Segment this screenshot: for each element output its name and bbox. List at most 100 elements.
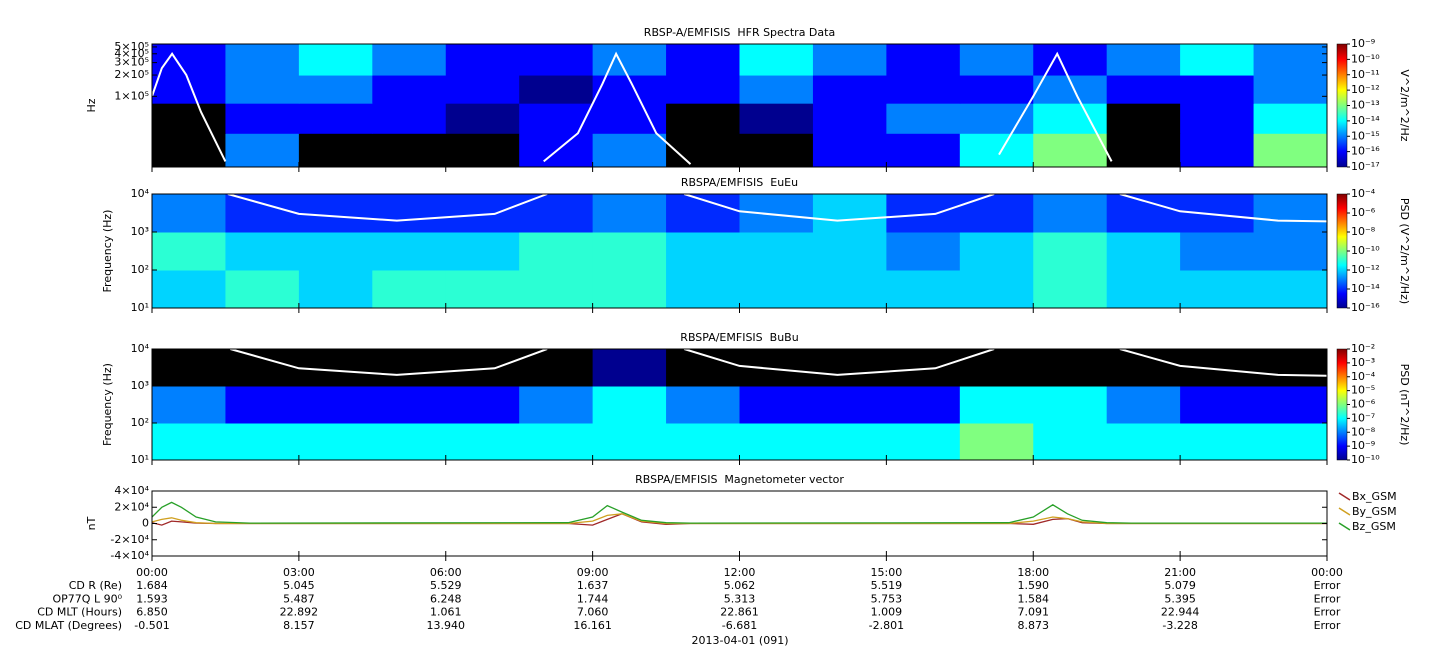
y-tick-label: 5×10⁵ xyxy=(114,40,149,53)
panel-title: RBSPA/EMFISIS EuEu xyxy=(681,176,798,189)
spectrogram-cell xyxy=(886,103,961,134)
ephemeris-value: -0.501 xyxy=(134,619,169,632)
spectrogram-cell xyxy=(959,133,1034,167)
y-tick-label: -4×10⁴ xyxy=(110,549,149,562)
spectrogram-cell xyxy=(225,75,300,104)
spectrogram-cell xyxy=(959,423,1034,460)
colorbar-tick-label: 10⁻¹⁵ xyxy=(1351,129,1380,142)
x-tick-label: 12:00 xyxy=(724,566,756,579)
ephemeris-value: 1.584 xyxy=(1018,592,1050,605)
spectrogram-cell xyxy=(372,103,447,134)
spectrogram-cell xyxy=(666,270,740,308)
colorbar-tick-label: 10⁻¹³ xyxy=(1351,99,1380,112)
y-tick-label: 10⁴ xyxy=(131,342,150,355)
ephemeris-value: 1.684 xyxy=(136,579,168,592)
colorbar-tick-label: 10⁻⁴ xyxy=(1351,187,1376,200)
spectrogram-cell xyxy=(812,232,887,271)
spectrogram-cell xyxy=(1033,386,1108,424)
spectrogram-cell xyxy=(298,270,373,308)
spectrogram-cell xyxy=(812,194,887,233)
y-tick-label: 10² xyxy=(131,263,149,276)
spectrogram-cell xyxy=(152,103,226,134)
spectrogram-cell xyxy=(519,423,594,460)
colorbar-tick-label: 10⁻⁸ xyxy=(1351,425,1376,438)
spectrogram-cell xyxy=(225,103,300,134)
spectrogram-cell xyxy=(445,194,520,233)
colorbar-tick-label: 10⁻¹⁰ xyxy=(1351,244,1380,257)
spectrogram-cell xyxy=(298,349,373,387)
spectrogram-cell xyxy=(225,44,300,76)
ephemeris-value: 8.157 xyxy=(283,619,315,632)
spectrogram-cell xyxy=(666,103,740,134)
legend-label: Bz_GSM xyxy=(1352,520,1396,533)
spectrogram-cell xyxy=(886,75,961,104)
colorbar-tick-label: 10⁻⁵ xyxy=(1351,384,1375,397)
spectrogram-cell xyxy=(225,232,300,271)
y-tick-label: 10¹ xyxy=(131,453,149,466)
spectrogram-cell xyxy=(1180,423,1255,460)
y-tick-label: 10⁴ xyxy=(131,187,150,200)
spectrogram-cell xyxy=(298,75,373,104)
spectrogram-cell xyxy=(1106,232,1181,271)
spectrogram-cell xyxy=(372,194,447,233)
y-tick-label: 2×10⁵ xyxy=(114,68,149,81)
x-tick-label: 09:00 xyxy=(577,566,609,579)
colorbar-title: V^2/m^2/Hz xyxy=(1398,69,1411,141)
colorbar-tick-label: 10⁻¹⁶ xyxy=(1351,301,1380,314)
ephemeris-value: 5.753 xyxy=(871,592,903,605)
spectrogram-cell xyxy=(298,194,373,233)
spectrogram-cell xyxy=(1106,75,1181,104)
plot-area xyxy=(152,349,1327,460)
ephemeris-value: -3.228 xyxy=(1162,619,1197,632)
spectrogram-cell xyxy=(519,103,594,134)
legend-label: By_GSM xyxy=(1352,505,1397,518)
x-tick-label: 18:00 xyxy=(1017,566,1049,579)
colorbar-tick-label: 10⁻² xyxy=(1351,342,1375,355)
panel-title: RBSPA/EMFISIS Magnetometer vector xyxy=(635,473,844,486)
spectrogram-cell xyxy=(886,194,961,233)
spectrogram-cell xyxy=(1180,232,1255,271)
spectrogram-cell xyxy=(298,44,373,76)
spectrogram-cell xyxy=(739,386,814,424)
spectrogram-cell xyxy=(225,349,300,387)
y-tick-label: 4×10⁴ xyxy=(114,484,149,497)
ephemeris-value: 13.940 xyxy=(427,619,466,632)
spectrogram-cell xyxy=(959,232,1034,271)
spectrogram-cell xyxy=(445,349,520,387)
y-tick-label: 10³ xyxy=(131,379,149,392)
spectrogram-cell xyxy=(1033,349,1108,387)
ephemeris-value: -6.681 xyxy=(722,619,757,632)
ephemeris-value: 22.944 xyxy=(1161,606,1200,619)
colorbar-tick-label: 10⁻⁹ xyxy=(1351,439,1375,452)
ephemeris-value: Error xyxy=(1314,619,1341,632)
spectrogram-cell xyxy=(1106,349,1181,387)
spectrogram-cell xyxy=(886,386,961,424)
ephemeris-value: Error xyxy=(1314,606,1341,619)
spectrogram-cell xyxy=(886,133,961,167)
spectrogram-cell xyxy=(1180,44,1255,76)
legend-swatch xyxy=(1338,492,1351,501)
spectrogram-cell xyxy=(1106,270,1181,308)
x-tick-label: 03:00 xyxy=(283,566,315,579)
y-tick-label: 10³ xyxy=(131,225,149,238)
colorbar-tick-label: 10⁻¹⁰ xyxy=(1351,453,1380,466)
spectrogram-cell xyxy=(959,44,1034,76)
spectrogram-cell xyxy=(592,44,667,76)
colorbar-tick-label: 10⁻⁷ xyxy=(1351,411,1375,424)
ephemeris-value: 8.873 xyxy=(1018,619,1050,632)
x-tick-label: 06:00 xyxy=(430,566,462,579)
ephemeris-value: 1.061 xyxy=(430,606,462,619)
spectrogram-cell xyxy=(1253,75,1327,104)
ephemeris-value: 5.395 xyxy=(1164,592,1196,605)
spectrogram-cell xyxy=(739,103,814,134)
colorbar-tick-label: 10⁻⁴ xyxy=(1351,370,1376,383)
spectrogram-cell xyxy=(1180,75,1255,104)
colorbar-title: PSD (V^2/m^2/Hz) xyxy=(1398,198,1411,304)
ephemeris-value: 7.060 xyxy=(577,606,609,619)
colorbar-tick-label: 10⁻¹⁴ xyxy=(1351,114,1380,127)
spectrogram-cell xyxy=(372,386,447,424)
spectrogram-cell xyxy=(812,133,887,167)
spectrogram-cell xyxy=(666,386,740,424)
legend-swatch xyxy=(1338,507,1351,516)
